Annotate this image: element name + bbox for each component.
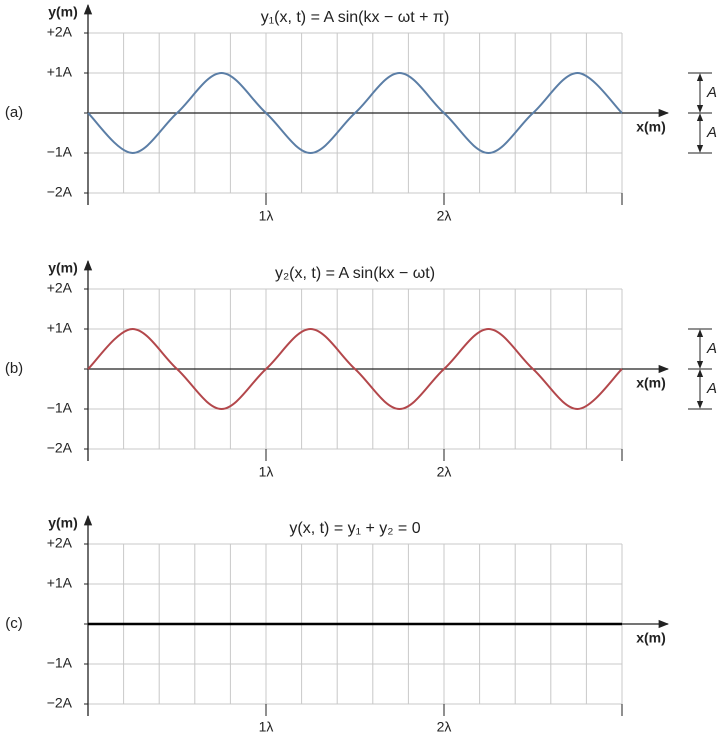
- y-tick-label: +1A: [47, 64, 73, 80]
- x-axis-label: x(m): [636, 119, 666, 135]
- y-tick-label: −1A: [47, 144, 73, 160]
- panel-title: y₁(x, t) = A sin(kx − ωt + π): [261, 9, 450, 26]
- y-tick-label: −2A: [47, 184, 73, 200]
- amplitude-label: A: [706, 340, 717, 357]
- x-axis-label: x(m): [636, 630, 666, 646]
- amplitude-label: A: [706, 124, 717, 141]
- panel-label: (a): [5, 104, 23, 121]
- wave-line: [87, 327, 623, 411]
- x-tick-label: 2λ: [437, 464, 452, 480]
- y-tick-label: +2A: [47, 535, 73, 551]
- panel-label: (b): [5, 360, 23, 377]
- y-axis-label: y(m): [48, 515, 78, 531]
- y-tick-label: −1A: [47, 400, 73, 416]
- y-tick-label: +2A: [47, 24, 73, 40]
- y-axis-label: y(m): [48, 260, 78, 276]
- x-tick-label: 2λ: [437, 208, 452, 224]
- x-tick-label: 1λ: [259, 719, 274, 735]
- y-tick-label: +1A: [47, 575, 73, 591]
- panel-title: y(x, t) = y₁ + y₂ = 0: [289, 520, 420, 537]
- x-tick-label: 2λ: [437, 719, 452, 735]
- x-tick-label: 1λ: [259, 464, 274, 480]
- y-tick-label: +1A: [47, 320, 73, 336]
- amplitude-label: A: [706, 380, 717, 397]
- y-tick-label: −1A: [47, 655, 73, 671]
- y-tick-label: −2A: [47, 695, 73, 711]
- x-axis-label: x(m): [636, 375, 666, 391]
- y-tick-label: +2A: [47, 280, 73, 296]
- wave-line: [87, 71, 623, 155]
- panel-label: (c): [5, 615, 23, 632]
- y-tick-label: −2A: [47, 440, 73, 456]
- panel-title: y₂(x, t) = A sin(kx − ωt): [275, 265, 435, 282]
- y-axis-label: y(m): [48, 4, 78, 20]
- amplitude-label: A: [706, 84, 717, 101]
- x-tick-label: 1λ: [259, 208, 274, 224]
